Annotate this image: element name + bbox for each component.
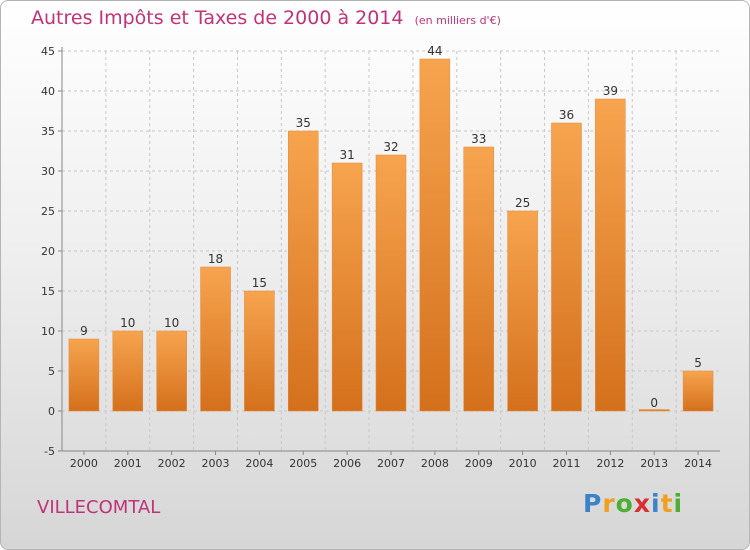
bar-2004 <box>244 290 275 412</box>
x-tick-label: 2012 <box>596 457 624 470</box>
logo-letter: x <box>633 489 651 518</box>
commune-name: VILLECOMTAL <box>37 497 161 518</box>
y-tick-label: 35 <box>41 125 55 138</box>
data-label-2001: 10 <box>120 316 135 330</box>
y-tick-label: 10 <box>41 325 55 338</box>
x-tick-label: 2000 <box>70 457 98 470</box>
data-labels: 9 10 10 18 15 35 31 32 44 33 25 36 39 0 5 <box>80 44 702 410</box>
chart-subtitle: (en milliers d'€) <box>414 14 501 27</box>
data-label-2003: 18 <box>208 252 223 266</box>
x-tick-label: 2009 <box>465 457 493 470</box>
logo-letter: t <box>660 489 674 518</box>
y-tick-label: 25 <box>41 205 55 218</box>
bar-2009 <box>463 146 494 412</box>
x-tick-label: 2005 <box>289 457 317 470</box>
data-label-2004: 15 <box>252 276 267 290</box>
bar-2012 <box>595 98 626 412</box>
data-label-2013: 0 <box>650 396 658 410</box>
bar-2007 <box>375 154 407 412</box>
bars <box>68 58 714 412</box>
proxiti-logo[interactable]: Proxiti <box>583 489 683 518</box>
bar-2005 <box>288 130 319 412</box>
y-tick-label: 45 <box>41 45 55 58</box>
data-label-2011: 36 <box>559 108 574 122</box>
logo-letter: i <box>673 489 684 518</box>
bar-2014 <box>682 370 714 412</box>
logo-letter: i <box>651 489 661 518</box>
chart-title: Autres Impôts et Taxes de 2000 à 2014 <box>31 7 404 29</box>
x-tick-label: 2002 <box>158 457 186 470</box>
bar-2003 <box>200 266 231 412</box>
data-label-2006: 31 <box>339 148 354 162</box>
x-tick-label: 2004 <box>245 457 273 470</box>
x-tick-label: 2013 <box>640 457 668 470</box>
y-tick-label: 40 <box>41 85 55 98</box>
bar-2013 <box>638 409 670 412</box>
data-label-2009: 33 <box>471 132 486 146</box>
bar-2002 <box>156 330 187 412</box>
bar-2000 <box>68 338 100 412</box>
bar-2001 <box>112 330 144 412</box>
data-label-2012: 39 <box>603 84 618 98</box>
data-label-2000: 9 <box>80 324 88 338</box>
bar-2010 <box>507 210 538 412</box>
logo-letter: P <box>583 489 603 518</box>
x-tick-label: 2008 <box>421 457 449 470</box>
bar-2008 <box>419 58 451 412</box>
y-tick-label: 30 <box>41 165 55 178</box>
y-tick-label: 5 <box>48 365 55 378</box>
y-tick-label: 0 <box>48 405 55 418</box>
logo-letter: o <box>615 489 634 518</box>
bar-2006 <box>331 162 363 412</box>
data-label-2007: 32 <box>383 140 398 154</box>
y-tick-label: -5 <box>44 445 55 458</box>
x-tick-label: 2007 <box>377 457 405 470</box>
x-tick-label: 2006 <box>333 457 361 470</box>
chart-title-block: Autres Impôts et Taxes de 2000 à 2014 (e… <box>31 7 501 29</box>
data-label-2010: 25 <box>515 196 530 210</box>
x-tick-label: 2003 <box>202 457 230 470</box>
x-tick-label: 2010 <box>509 457 537 470</box>
x-tick-label: 2014 <box>684 457 712 470</box>
y-tick-label: 20 <box>41 245 55 258</box>
data-label-2002: 10 <box>164 316 179 330</box>
y-tick-label: 15 <box>41 285 55 298</box>
x-tick-label: 2011 <box>552 457 580 470</box>
data-label-2005: 35 <box>296 116 311 130</box>
data-label-2014: 5 <box>694 356 702 370</box>
x-tick-label: 2001 <box>114 457 142 470</box>
bar-2011 <box>551 122 582 412</box>
axes: -5 0 5 10 15 20 25 30 35 40 45 2000 2001 2002 2003 2004… <box>41 45 720 470</box>
logo-letter: r <box>602 489 616 518</box>
data-label-2008: 44 <box>427 44 442 58</box>
